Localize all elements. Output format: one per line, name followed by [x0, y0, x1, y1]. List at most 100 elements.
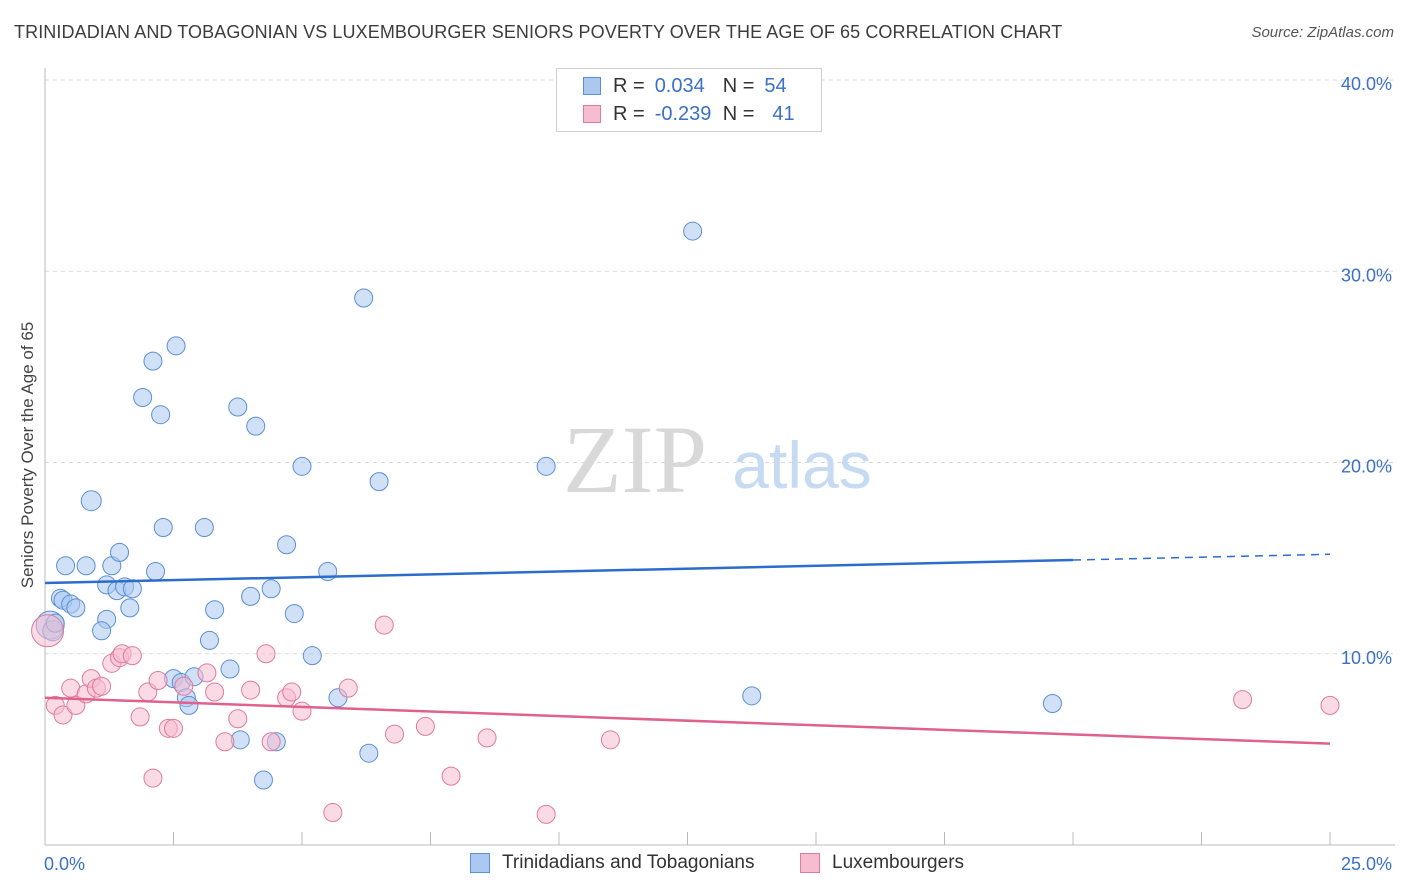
data-point-luxembourger	[197, 663, 217, 683]
legend-item-trinidadians[interactable]: Trinidadians and Tobagonians	[470, 852, 754, 874]
data-point-trinidadian	[205, 600, 225, 620]
data-point-trinidadian	[246, 416, 266, 436]
data-point-luxembourger	[228, 709, 248, 729]
r-value: -0.239	[654, 102, 712, 125]
data-point-trinidadian	[683, 221, 703, 241]
data-point-trinidadian	[253, 770, 273, 790]
data-point-trinidadian	[199, 630, 219, 650]
data-point-luxembourger	[1233, 690, 1253, 710]
data-point-trinidadian	[166, 336, 186, 356]
data-point-trinidadian	[241, 586, 261, 606]
trend-line-luxembourger	[44, 696, 1331, 745]
data-point-luxembourger	[215, 732, 235, 752]
data-point-trinidadian	[277, 535, 297, 555]
data-point-luxembourger	[130, 707, 150, 727]
data-point-luxembourger	[323, 802, 343, 822]
x-tick-label: 0.0%	[44, 854, 85, 874]
data-point-trinidadian	[261, 579, 281, 599]
y-tick-label: 10.0%	[1341, 648, 1392, 668]
data-point-luxembourger	[241, 680, 261, 700]
data-point-trinidadian	[146, 562, 166, 582]
data-point-trinidadian	[369, 472, 389, 492]
legend-item-luxembourgers[interactable]: Luxembourgers	[800, 852, 964, 874]
data-point-luxembourger	[536, 804, 556, 824]
data-point-trinidadian	[92, 621, 112, 641]
data-point-trinidadian	[66, 598, 86, 618]
data-point-trinidadian	[122, 579, 142, 599]
data-point-trinidadian	[292, 456, 312, 476]
data-point-trinidadian	[110, 542, 130, 562]
data-point-luxembourger	[92, 676, 112, 696]
data-point-trinidadian	[80, 490, 102, 512]
data-point-luxembourger	[477, 728, 497, 748]
pink-swatch	[800, 853, 820, 873]
legend-row-blue: R = 0.034 N = 54	[583, 74, 787, 98]
source-label: Source: ZipAtlas.com	[1251, 24, 1394, 41]
data-point-trinidadian	[151, 405, 171, 425]
trend-line-trinidadian	[44, 558, 1074, 585]
data-point-luxembourger	[1320, 695, 1340, 715]
blue-swatch	[583, 77, 601, 95]
n-value: 54	[764, 74, 787, 97]
data-point-trinidadian	[536, 456, 556, 476]
r-label: R =	[613, 74, 645, 97]
data-point-trinidadian	[76, 556, 96, 576]
stats-legend: R = 0.034 N = 54 R = -0.239 N = 41	[556, 68, 822, 132]
data-point-luxembourger	[261, 732, 281, 752]
data-point-trinidadian	[120, 598, 140, 618]
data-point-luxembourger	[385, 724, 405, 744]
data-point-trinidadian	[354, 288, 374, 308]
data-point-luxembourger	[143, 768, 163, 788]
data-point-luxembourger	[415, 716, 435, 736]
data-point-luxembourger	[122, 646, 142, 666]
watermark-atlas: atlas	[732, 428, 871, 502]
points-layer	[31, 221, 1340, 824]
n-value: 41	[772, 102, 795, 125]
data-point-trinidadian	[194, 518, 214, 538]
data-point-trinidadian	[56, 556, 76, 576]
data-point-trinidadian	[220, 659, 240, 679]
data-point-trinidadian	[143, 351, 163, 371]
data-point-trinidadian	[153, 518, 173, 538]
data-point-luxembourger	[174, 676, 194, 696]
legend-label: Trinidadians and Tobagonians	[502, 852, 755, 873]
legend-label: Luxembourgers	[832, 852, 965, 873]
data-point-luxembourger	[148, 671, 168, 691]
watermark-zip: ZIP	[563, 406, 707, 513]
data-point-luxembourger	[256, 644, 276, 664]
axis-layer	[44, 68, 1395, 846]
trend-line-extension	[1072, 553, 1331, 561]
data-point-luxembourger	[338, 678, 358, 698]
data-point-trinidadian	[284, 604, 304, 624]
data-point-luxembourger	[441, 766, 461, 786]
data-point-trinidadian	[302, 646, 322, 666]
data-point-trinidadian	[133, 387, 153, 407]
y-tick-label: 40.0%	[1341, 74, 1392, 94]
x-tick-label: 25.0%	[1341, 854, 1392, 874]
y-tick-label: 20.0%	[1341, 457, 1392, 477]
data-point-luxembourger	[600, 730, 620, 750]
r-value: 0.034	[654, 74, 705, 97]
data-point-luxembourger	[374, 615, 394, 635]
data-point-luxembourger	[164, 718, 183, 738]
data-point-trinidadian	[1042, 693, 1062, 713]
n-label: N =	[722, 74, 755, 97]
data-point-luxembourger	[205, 682, 225, 702]
data-point-trinidadian	[742, 686, 762, 706]
trend-layer	[44, 553, 1331, 745]
chart-title: TRINIDADIAN AND TOBAGONIAN VS LUXEMBOURG…	[14, 22, 1063, 42]
pink-swatch	[583, 105, 601, 123]
data-point-luxembourger	[53, 705, 73, 725]
series-legend: Trinidadians and Tobagonians Luxembourge…	[0, 852, 1406, 878]
data-point-trinidadian	[359, 743, 379, 763]
data-point-luxembourger	[282, 682, 302, 702]
r-label: R =	[613, 102, 645, 125]
tick-labels: 10.0% 20.0% 30.0% 40.0% 0.0% 25.0%	[44, 74, 1392, 874]
y-tick-label: 30.0%	[1341, 265, 1392, 285]
n-label: N =	[722, 102, 755, 125]
watermark: ZIP atlas	[563, 406, 872, 513]
blue-swatch	[470, 853, 490, 873]
legend-row-pink: R = -0.239 N = 41	[583, 102, 795, 126]
data-point-trinidadian	[228, 397, 248, 417]
